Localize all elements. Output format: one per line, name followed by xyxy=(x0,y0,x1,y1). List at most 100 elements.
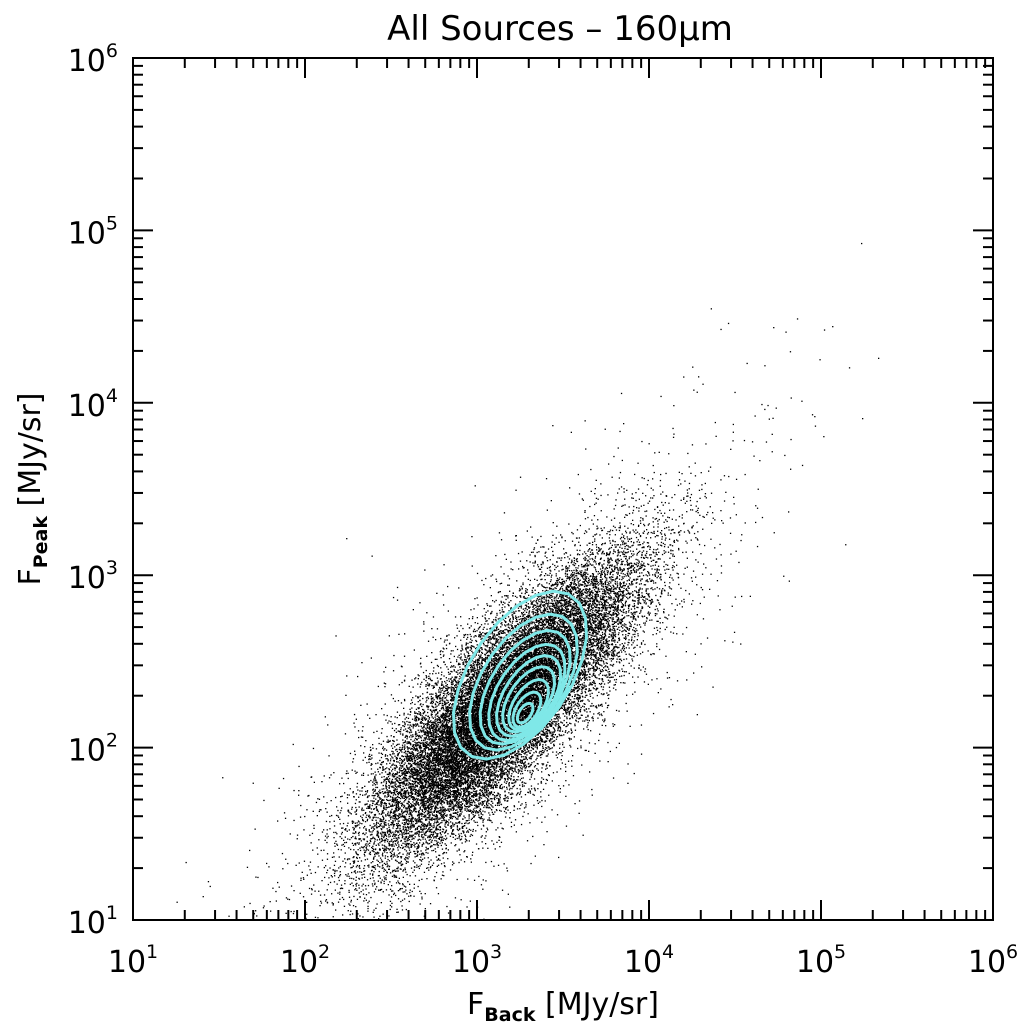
data-point xyxy=(550,576,552,578)
data-point xyxy=(377,822,380,824)
data-point xyxy=(401,793,403,795)
data-point xyxy=(543,623,545,625)
data-point xyxy=(395,764,397,767)
data-point xyxy=(582,581,584,583)
data-point xyxy=(560,734,562,736)
data-point xyxy=(533,611,535,613)
data-point xyxy=(528,741,531,743)
data-point xyxy=(326,841,328,844)
data-point xyxy=(413,649,415,651)
data-point xyxy=(685,540,687,542)
data-point xyxy=(501,646,504,648)
data-point xyxy=(442,687,444,689)
data-point xyxy=(601,564,603,566)
data-point xyxy=(426,682,429,684)
data-point xyxy=(502,697,504,699)
data-point xyxy=(582,577,584,579)
data-point xyxy=(390,890,393,892)
data-point xyxy=(592,564,594,566)
data-point xyxy=(459,699,461,701)
data-point xyxy=(588,590,590,592)
data-point xyxy=(437,743,439,745)
data-point xyxy=(576,629,578,631)
data-point xyxy=(436,730,438,732)
data-point xyxy=(379,797,381,799)
data-point xyxy=(557,602,559,604)
data-point xyxy=(559,645,561,647)
data-point xyxy=(483,676,485,678)
data-point xyxy=(588,604,590,606)
data-point xyxy=(683,598,685,601)
data-point xyxy=(489,794,491,796)
data-point xyxy=(494,720,497,722)
data-point xyxy=(430,859,432,861)
data-point xyxy=(367,905,369,907)
data-point xyxy=(499,799,501,801)
data-point xyxy=(463,715,466,717)
data-point xyxy=(467,790,469,793)
data-point xyxy=(530,656,533,658)
data-point xyxy=(542,561,544,563)
data-point xyxy=(509,638,511,640)
data-point xyxy=(442,829,445,831)
data-point xyxy=(446,719,449,721)
data-point xyxy=(578,638,580,640)
data-point xyxy=(550,641,552,643)
data-point xyxy=(556,715,558,718)
data-point xyxy=(581,498,583,500)
data-point xyxy=(477,763,479,765)
data-point xyxy=(596,668,599,670)
data-point xyxy=(476,716,479,718)
data-point xyxy=(488,791,490,793)
data-point xyxy=(353,713,356,716)
data-point xyxy=(454,785,456,787)
data-point xyxy=(504,772,506,774)
data-point xyxy=(377,771,379,773)
data-point xyxy=(320,902,323,904)
data-point xyxy=(632,544,634,546)
data-point xyxy=(537,611,539,613)
data-point xyxy=(457,718,459,720)
data-point xyxy=(471,650,473,652)
data-point xyxy=(530,694,533,696)
data-point xyxy=(378,813,380,815)
data-point xyxy=(368,829,370,831)
data-point xyxy=(648,574,651,576)
data-point xyxy=(435,729,437,732)
data-point xyxy=(384,755,386,757)
data-point xyxy=(661,530,663,532)
data-point xyxy=(458,835,461,837)
data-point xyxy=(514,780,516,782)
data-point xyxy=(594,559,596,562)
data-point xyxy=(388,790,390,792)
data-point xyxy=(330,875,332,877)
data-point xyxy=(406,838,408,840)
data-point xyxy=(535,625,538,627)
data-point xyxy=(506,688,508,690)
data-point xyxy=(435,797,437,799)
data-point xyxy=(638,664,640,666)
data-point xyxy=(488,784,490,786)
data-point xyxy=(454,798,456,800)
data-point xyxy=(558,541,560,543)
data-point xyxy=(378,804,380,806)
data-point xyxy=(358,834,360,836)
data-point xyxy=(622,536,625,539)
data-point xyxy=(598,691,600,693)
data-point xyxy=(525,688,528,690)
data-point xyxy=(642,666,644,668)
data-point xyxy=(556,771,558,773)
data-point xyxy=(391,902,393,904)
data-point xyxy=(593,635,595,637)
data-point xyxy=(386,763,388,765)
data-point xyxy=(367,884,370,887)
data-point xyxy=(392,805,394,807)
data-point xyxy=(565,570,567,572)
data-point xyxy=(445,644,448,646)
data-point xyxy=(579,524,581,527)
data-point xyxy=(539,690,541,692)
data-point xyxy=(576,717,578,719)
data-point xyxy=(453,756,455,758)
data-point xyxy=(663,589,666,591)
data-point xyxy=(617,572,619,574)
